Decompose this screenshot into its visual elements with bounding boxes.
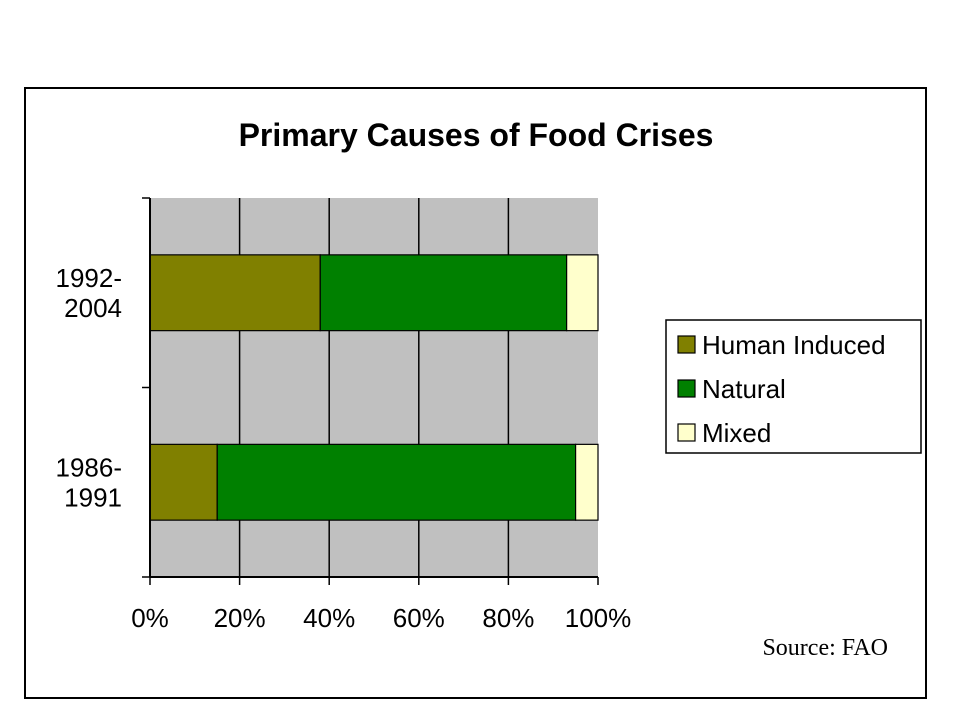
legend-label: Natural — [702, 374, 786, 404]
x-tick-label: 20% — [214, 603, 266, 633]
category-label: 1986-1991 — [56, 452, 123, 512]
legend: Human Induced Natural Mixed — [665, 319, 922, 454]
legend-swatch-human-induced — [677, 335, 696, 354]
legend-box — [665, 319, 922, 454]
bar-mixed-0 — [566, 254, 599, 332]
bar-natural-0 — [319, 254, 568, 332]
bar-human-induced-0 — [149, 254, 321, 332]
plot-area: 1992-2004 1986-1991 0% 20% 40% 60% 80% 100% — [56, 197, 632, 633]
bar-mixed-1 — [574, 443, 599, 521]
bar-natural-1 — [216, 443, 577, 521]
x-tick-label: 0% — [131, 603, 169, 633]
legend-label: Human Induced — [702, 330, 886, 360]
chart-title: Primary Causes of Food Crises — [239, 117, 714, 153]
legend-swatch-natural — [677, 379, 696, 398]
x-tick-label: 60% — [393, 603, 445, 633]
source-note: Source: FAO — [762, 635, 888, 661]
x-tick-label: 40% — [303, 603, 355, 633]
legend-label: Mixed — [702, 418, 771, 448]
bar-human-induced-1 — [149, 443, 218, 521]
legend-swatch-mixed — [677, 423, 696, 442]
category-label: 1992-2004 — [56, 263, 123, 323]
x-tick-label: 80% — [482, 603, 534, 633]
x-tick-label: 100% — [565, 603, 632, 633]
